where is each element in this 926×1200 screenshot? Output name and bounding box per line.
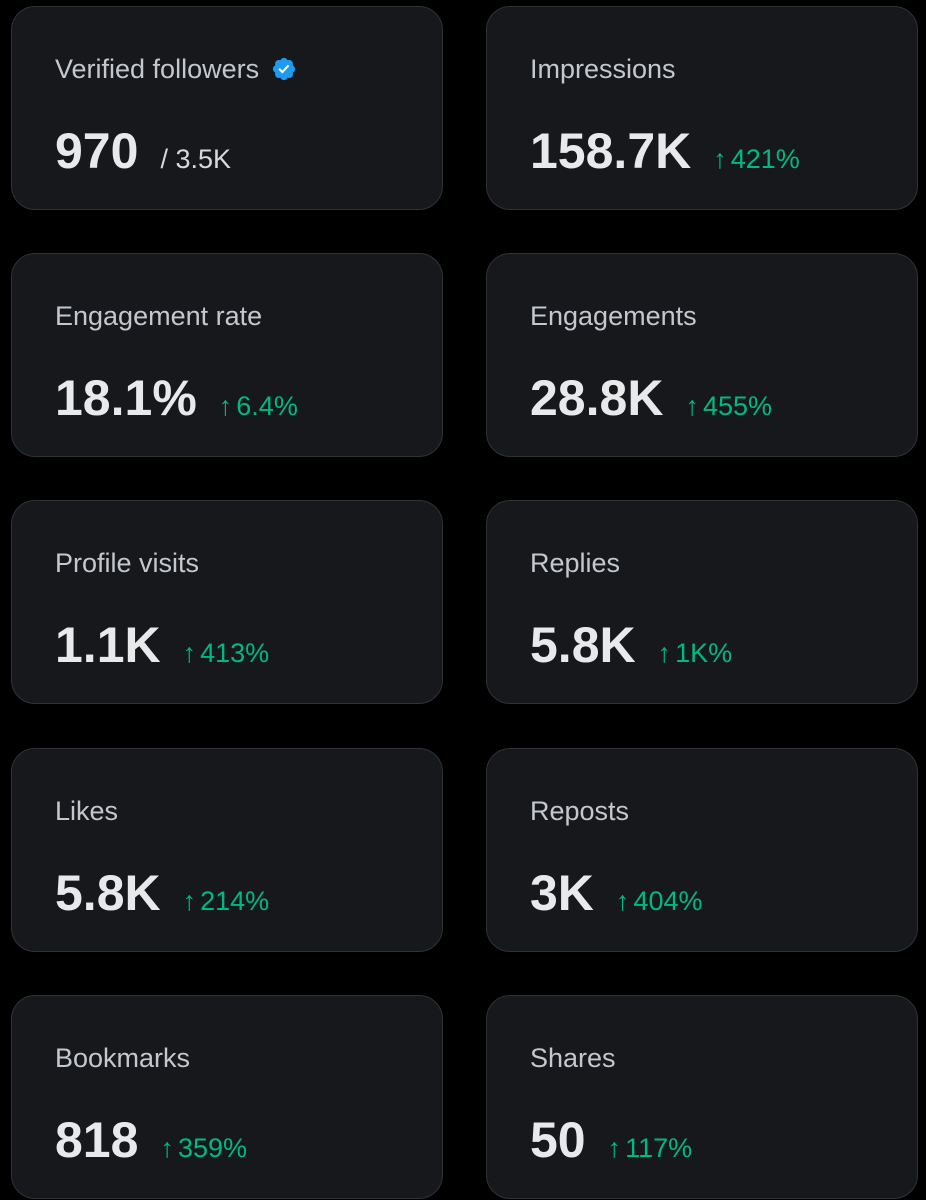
arrow-up-icon: ↑ [218, 391, 233, 421]
change-value: 117% [625, 1133, 693, 1163]
value-row: 3K ↑ 404% [530, 863, 702, 923]
change-value: 421% [730, 144, 800, 174]
bookmarks-value: 818 [55, 1112, 139, 1168]
shares-card[interactable]: Shares 50 ↑ 117% [486, 995, 918, 1199]
impressions-card[interactable]: Impressions 158.7K ↑ 421% [486, 6, 918, 210]
profile-visits-change: ↑ 413% [183, 638, 270, 669]
change-value: 1K% [675, 638, 733, 668]
value-row: 818 ↑ 359% [55, 1110, 247, 1170]
replies-label: Replies [530, 548, 621, 578]
profile-visits-value: 1.1K [55, 617, 161, 673]
shares-value: 50 [530, 1112, 586, 1168]
arrow-up-icon: ↑ [160, 1133, 174, 1163]
profile-visits-card[interactable]: Profile visits 1.1K ↑ 413% [11, 500, 443, 704]
change-value: 404% [633, 886, 703, 916]
reposts-value: 3K [530, 865, 594, 921]
change-value: 359% [177, 1133, 247, 1163]
arrow-up-icon: ↑ [657, 638, 672, 668]
card-label-wrap: Verified followers [55, 53, 297, 85]
arrow-up-icon: ↑ [182, 886, 197, 916]
value-row: 5.8K ↑ 1K% [530, 615, 732, 675]
verified-followers-total: / 3.5K [160, 144, 231, 174]
reposts-change: ↑ 404% [616, 886, 703, 917]
engagements-card[interactable]: Engagements 28.8K ↑ 455% [486, 253, 918, 457]
shares-label: Shares [530, 1043, 616, 1073]
replies-card[interactable]: Replies 5.8K ↑ 1K% [486, 500, 918, 704]
bookmarks-change: ↑ 359% [160, 1133, 247, 1164]
likes-value: 5.8K [55, 865, 161, 921]
verified-badge-icon [271, 56, 297, 82]
bookmarks-card[interactable]: Bookmarks 818 ↑ 359% [11, 995, 443, 1199]
engagement-rate-card[interactable]: Engagement rate 18.1% ↑ 6.4% [11, 253, 443, 457]
shares-change: ↑ 117% [608, 1133, 693, 1164]
arrow-up-icon: ↑ [713, 144, 727, 174]
arrow-up-icon: ↑ [685, 391, 699, 421]
change-value: 6.4% [236, 391, 298, 421]
impressions-label: Impressions [530, 54, 676, 84]
impressions-change: ↑ 421% [713, 144, 800, 175]
engagement-rate-value: 18.1% [55, 370, 197, 426]
replies-value: 5.8K [530, 617, 636, 673]
verified-followers-card[interactable]: Verified followers 970 / 3.5K [11, 6, 443, 210]
engagements-value: 28.8K [530, 370, 664, 426]
change-value: 214% [200, 886, 270, 916]
engagement-rate-change: ↑ 6.4% [219, 391, 298, 422]
replies-change: ↑ 1K% [658, 638, 733, 669]
value-row: 50 ↑ 117% [530, 1110, 692, 1170]
change-value: 455% [702, 391, 772, 421]
arrow-up-icon: ↑ [607, 1133, 622, 1163]
engagement-rate-label: Engagement rate [55, 301, 263, 331]
value-row: 28.8K ↑ 455% [530, 368, 772, 428]
likes-label: Likes [55, 796, 119, 826]
profile-visits-label: Profile visits [55, 548, 200, 578]
value-row: 158.7K ↑ 421% [530, 121, 800, 181]
value-row: 1.1K ↑ 413% [55, 615, 269, 675]
reposts-card[interactable]: Reposts 3K ↑ 404% [486, 748, 918, 952]
engagements-change: ↑ 455% [685, 391, 772, 422]
bookmarks-label: Bookmarks [55, 1043, 191, 1073]
impressions-value: 158.7K [530, 123, 692, 179]
value-row: 18.1% ↑ 6.4% [55, 368, 298, 428]
arrow-up-icon: ↑ [615, 886, 630, 916]
value-row: 5.8K ↑ 214% [55, 863, 269, 923]
likes-card[interactable]: Likes 5.8K ↑ 214% [11, 748, 443, 952]
likes-change: ↑ 214% [183, 886, 270, 917]
change-value: 413% [200, 638, 270, 668]
engagements-label: Engagements [530, 301, 697, 331]
verified-followers-value: 970 [55, 123, 139, 179]
arrow-up-icon: ↑ [182, 638, 197, 668]
verified-followers-label: Verified followers [55, 54, 260, 84]
reposts-label: Reposts [530, 796, 630, 826]
value-row: 970 / 3.5K [55, 121, 231, 181]
